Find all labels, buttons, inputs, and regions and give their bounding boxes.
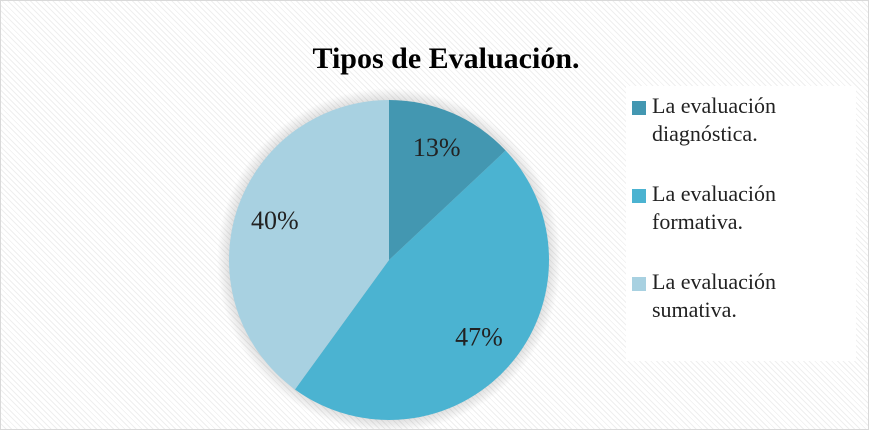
- legend-swatch: [632, 101, 646, 115]
- pie-slice: [294, 150, 549, 421]
- pie-slice: [229, 100, 389, 390]
- chart-title: Tipos de Evaluación.: [312, 42, 579, 75]
- legend: La evaluación diagnóstica. La evaluación …: [626, 86, 856, 361]
- data-label: 40%: [251, 206, 299, 235]
- legend-label: La evaluación diagnóstica.: [652, 93, 776, 146]
- pie-slice: [389, 100, 506, 260]
- legend-item: La evaluación sumativa.: [632, 268, 852, 324]
- legend-label: La evaluación formativa.: [652, 181, 776, 234]
- legend-item: La evaluación formativa.: [632, 180, 852, 236]
- data-label: 47%: [455, 322, 503, 351]
- legend-item: La evaluación diagnóstica.: [632, 92, 852, 148]
- data-label: 13%: [413, 133, 461, 162]
- legend-label: La evaluación sumativa.: [652, 269, 776, 322]
- legend-swatch: [632, 277, 646, 291]
- legend-swatch: [632, 189, 646, 203]
